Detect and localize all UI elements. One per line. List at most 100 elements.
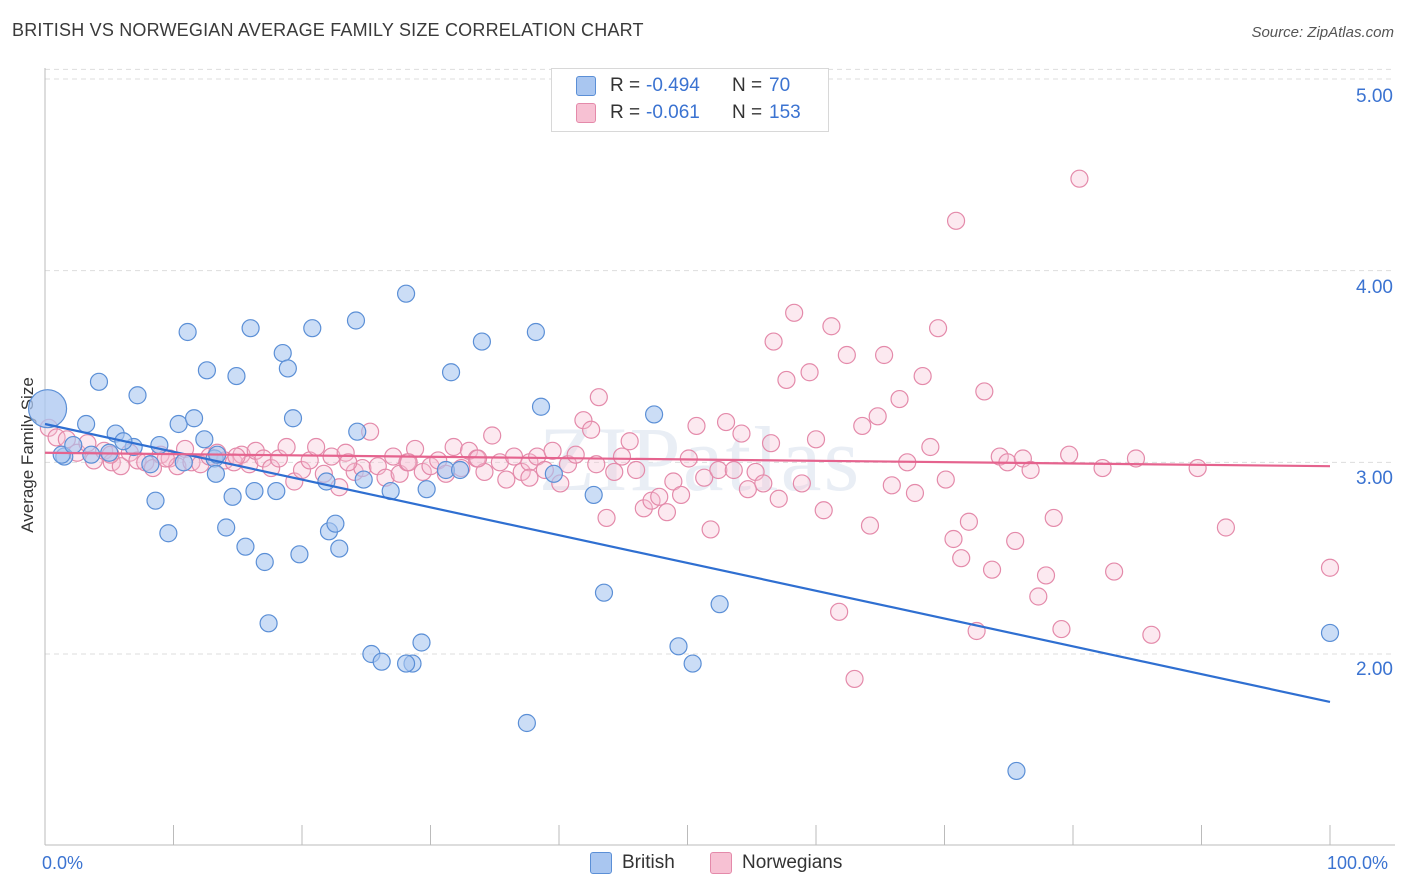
norwegian-point bbox=[1036, 566, 1056, 585]
british-point bbox=[146, 491, 165, 510]
norwegian-point bbox=[1060, 445, 1079, 464]
norwegian-point bbox=[1052, 619, 1071, 639]
norwegian-point bbox=[664, 472, 683, 491]
british-trend-line bbox=[44, 422, 1331, 703]
norwegian-point bbox=[277, 437, 296, 457]
norwegian-point bbox=[687, 416, 706, 436]
norwegian-point bbox=[558, 455, 578, 474]
british-point bbox=[217, 518, 236, 537]
norwegian-point bbox=[905, 483, 925, 503]
norwegians-n-label: N = bbox=[732, 102, 763, 123]
y-tick-label-4: 4.00 bbox=[1356, 277, 1393, 298]
norwegian-point bbox=[671, 485, 691, 505]
british-point bbox=[531, 397, 551, 416]
british-point bbox=[669, 637, 688, 656]
norwegian-point bbox=[959, 512, 979, 531]
norwegians-swatch bbox=[576, 103, 596, 123]
norwegian-point bbox=[444, 437, 463, 457]
norwegian-point bbox=[1142, 625, 1161, 644]
british-point bbox=[330, 539, 349, 558]
british-point bbox=[206, 464, 226, 483]
norwegian-point bbox=[761, 434, 781, 453]
norwegian-point bbox=[574, 411, 593, 430]
british-point bbox=[526, 322, 545, 342]
norwegian-point bbox=[822, 317, 841, 336]
norwegian-point bbox=[657, 503, 677, 522]
norwegian-point bbox=[946, 211, 966, 230]
british-point bbox=[303, 319, 322, 338]
norwegian-point bbox=[913, 366, 932, 386]
data-points bbox=[27, 169, 1340, 781]
norwegian-point bbox=[650, 487, 669, 506]
norwegian-point bbox=[882, 476, 901, 495]
british-point bbox=[159, 524, 178, 543]
british-point bbox=[372, 652, 391, 671]
norwegian-point bbox=[1044, 508, 1063, 528]
british-point bbox=[278, 359, 297, 378]
british-point bbox=[396, 654, 416, 673]
norwegian-point bbox=[936, 470, 955, 489]
norwegian-point bbox=[975, 382, 994, 401]
british-point bbox=[197, 361, 217, 380]
norwegian-point bbox=[830, 602, 849, 621]
norwegian-point bbox=[620, 432, 639, 451]
british-point bbox=[326, 514, 345, 533]
norwegian-point bbox=[845, 669, 864, 689]
legend-item-norwegians[interactable]: Norwegians bbox=[710, 852, 842, 874]
norwegian-point bbox=[307, 437, 326, 457]
x-tick-label-max: 100.0% bbox=[1327, 853, 1389, 873]
norwegian-point bbox=[890, 389, 909, 409]
british-point bbox=[255, 552, 274, 572]
correlation-legend: R = -0.494 N = 70 R = -0.061 N = 153 bbox=[551, 68, 829, 132]
british-point bbox=[195, 430, 214, 449]
norwegian-point bbox=[769, 489, 788, 508]
source-label: Source: ZipAtlas.com bbox=[1251, 24, 1394, 41]
norwegian-point bbox=[1216, 518, 1236, 537]
british-point bbox=[223, 487, 242, 506]
norwegian-point bbox=[724, 460, 743, 480]
british-point bbox=[346, 311, 366, 330]
norwegian-point bbox=[785, 303, 804, 322]
british-point bbox=[82, 445, 101, 464]
british-point bbox=[644, 405, 664, 424]
british-r-value: -0.494 bbox=[646, 75, 700, 96]
british-point bbox=[27, 389, 68, 429]
british-point bbox=[178, 322, 197, 342]
british-point bbox=[584, 485, 603, 505]
british-point bbox=[241, 319, 260, 338]
british-legend-label: British bbox=[622, 852, 675, 873]
british-point bbox=[169, 414, 188, 434]
norwegian-point bbox=[543, 441, 562, 460]
norwegian-point bbox=[709, 460, 728, 480]
british-point bbox=[245, 481, 264, 501]
norwegian-point bbox=[837, 345, 856, 365]
norwegian-point bbox=[1105, 562, 1124, 581]
british-n-label: N = bbox=[732, 75, 763, 96]
norwegian-point bbox=[860, 516, 880, 535]
norwegian-point bbox=[716, 412, 736, 432]
norwegian-point bbox=[754, 474, 773, 493]
british-point bbox=[290, 545, 309, 564]
norwegian-point bbox=[497, 470, 516, 489]
british-point bbox=[283, 409, 303, 428]
chart-title: BRITISH VS NORWEGIAN AVERAGE FAMILY SIZE… bbox=[12, 20, 644, 40]
british-r-label: R = bbox=[610, 75, 641, 96]
norwegian-point bbox=[1093, 458, 1112, 478]
british-point bbox=[267, 481, 286, 501]
british-legend-swatch bbox=[590, 852, 612, 874]
norwegian-point bbox=[777, 370, 796, 390]
british-point bbox=[77, 414, 96, 434]
british-point bbox=[417, 480, 436, 499]
norwegian-point bbox=[806, 430, 826, 449]
norwegian-point bbox=[701, 520, 720, 539]
legend-item-british[interactable]: British bbox=[590, 852, 675, 874]
norwegian-point bbox=[399, 453, 418, 472]
norwegian-point bbox=[612, 447, 632, 466]
norwegian-point bbox=[582, 420, 601, 439]
norwegians-r-label: R = bbox=[610, 102, 641, 123]
british-point bbox=[1320, 623, 1340, 643]
norwegian-point bbox=[1320, 558, 1340, 577]
british-point bbox=[594, 583, 614, 602]
norwegian-point bbox=[764, 332, 783, 351]
x-tick-label-min: 0.0% bbox=[42, 853, 84, 873]
